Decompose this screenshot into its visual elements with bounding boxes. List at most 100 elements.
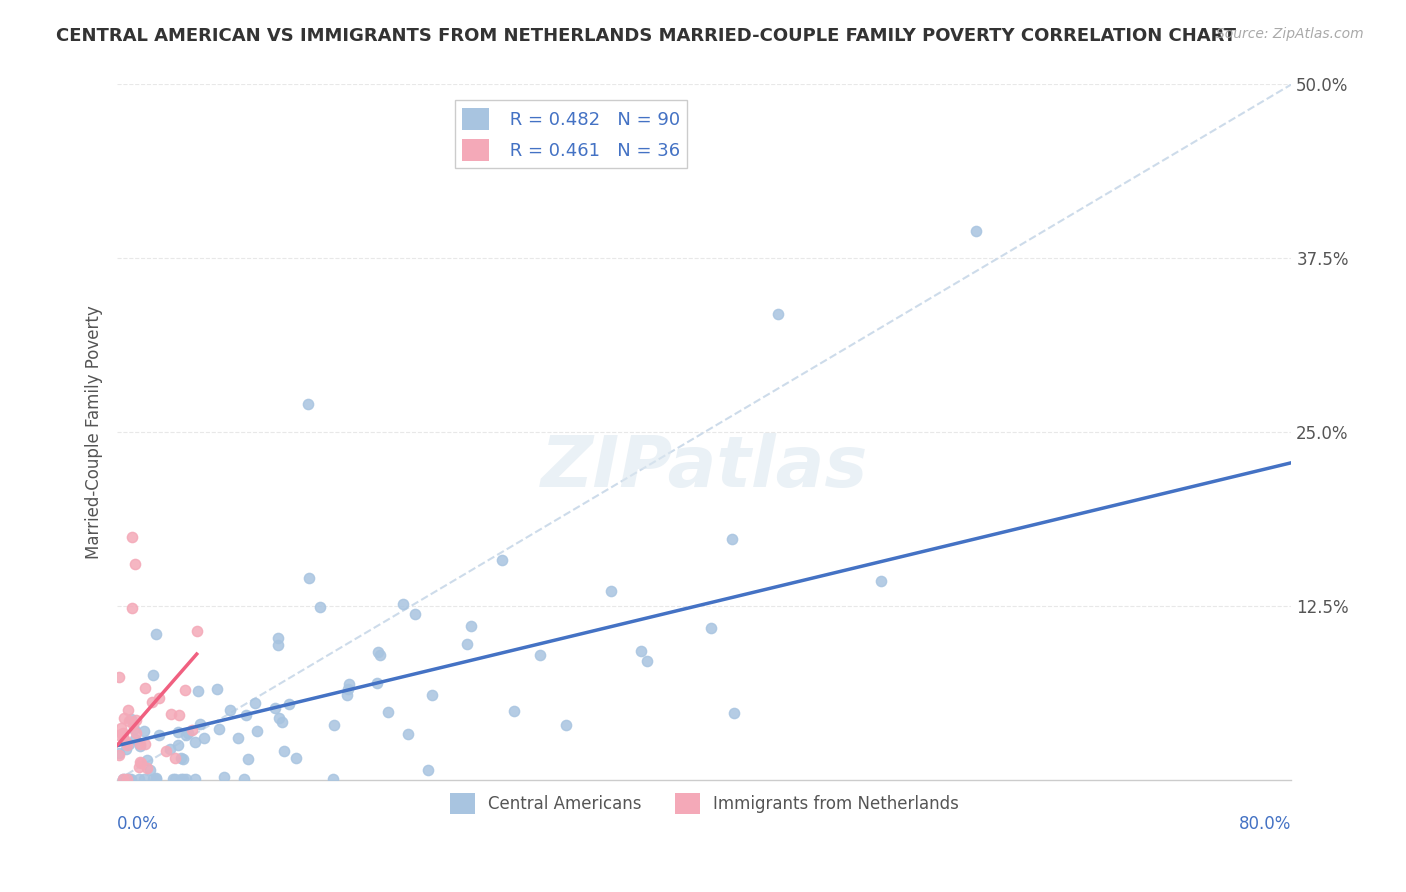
Point	[114, 772, 136, 786]
Point	[284, 751, 307, 765]
Point	[186, 624, 208, 638]
Point	[120, 772, 142, 786]
Point	[124, 731, 146, 746]
Point	[111, 727, 134, 741]
Point	[129, 737, 152, 751]
Point	[170, 751, 193, 765]
Point	[367, 645, 389, 659]
Point	[502, 705, 524, 719]
Point	[117, 738, 139, 752]
Point	[148, 691, 170, 706]
Point	[112, 732, 135, 747]
Point	[145, 771, 167, 785]
Point	[120, 712, 142, 726]
Point	[187, 684, 209, 698]
Point	[114, 742, 136, 756]
Y-axis label: Married-Couple Family Poverty: Married-Couple Family Poverty	[86, 305, 103, 559]
Point	[404, 607, 426, 622]
Point	[965, 223, 987, 237]
Point	[134, 737, 156, 751]
Point	[112, 725, 135, 739]
Point	[110, 721, 132, 735]
Point	[155, 744, 177, 758]
Point	[555, 718, 578, 732]
Point	[336, 688, 359, 702]
Point	[132, 723, 155, 738]
Point	[377, 706, 399, 720]
Point	[208, 723, 231, 737]
Point	[118, 714, 141, 729]
Legend: Central Americans, Immigrants from Netherlands: Central Americans, Immigrants from Nethe…	[443, 787, 966, 821]
Point	[176, 772, 198, 786]
Point	[184, 772, 207, 786]
Point	[172, 772, 194, 786]
Point	[115, 735, 138, 749]
Point	[456, 637, 478, 651]
Point	[177, 726, 200, 740]
Point	[245, 724, 267, 739]
Point	[121, 601, 143, 615]
Text: 0.0%: 0.0%	[117, 814, 159, 833]
Point	[491, 553, 513, 567]
Text: 80.0%: 80.0%	[1239, 814, 1291, 833]
Point	[125, 713, 148, 727]
Text: Source: ZipAtlas.com: Source: ZipAtlas.com	[1216, 27, 1364, 41]
Point	[297, 571, 319, 585]
Point	[766, 307, 789, 321]
Point	[368, 648, 391, 662]
Point	[271, 715, 294, 730]
Point	[266, 639, 288, 653]
Text: ZIPatlas: ZIPatlas	[540, 433, 868, 501]
Point	[124, 558, 146, 572]
Point	[391, 597, 413, 611]
Point	[309, 600, 332, 615]
Point	[118, 737, 141, 751]
Point	[114, 711, 136, 725]
Point	[267, 631, 290, 645]
Point	[121, 530, 143, 544]
Point	[184, 735, 207, 749]
Point	[188, 717, 211, 731]
Point	[169, 708, 191, 723]
Point	[233, 772, 256, 786]
Point	[723, 706, 745, 720]
Point	[166, 724, 188, 739]
Point	[141, 667, 163, 681]
Point	[174, 683, 197, 698]
Point	[165, 751, 187, 765]
Point	[125, 726, 148, 740]
Point	[134, 681, 156, 695]
Point	[600, 584, 623, 599]
Point	[148, 728, 170, 742]
Point	[235, 708, 257, 723]
Point	[396, 726, 419, 740]
Point	[529, 648, 551, 663]
Point	[142, 772, 165, 786]
Point	[721, 533, 744, 547]
Point	[136, 753, 159, 767]
Text: CENTRAL AMERICAN VS IMMIGRANTS FROM NETHERLANDS MARRIED-COUPLE FAMILY POVERTY CO: CENTRAL AMERICAN VS IMMIGRANTS FROM NETH…	[56, 27, 1236, 45]
Point	[226, 731, 249, 746]
Point	[132, 772, 155, 786]
Point	[218, 703, 240, 717]
Point	[323, 718, 346, 732]
Point	[107, 746, 129, 760]
Point	[128, 772, 150, 786]
Point	[108, 747, 131, 762]
Point	[181, 723, 204, 738]
Point	[176, 728, 198, 742]
Point	[238, 752, 260, 766]
Point	[336, 681, 359, 696]
Point	[160, 707, 183, 722]
Point	[416, 763, 439, 777]
Point	[297, 397, 319, 411]
Point	[128, 760, 150, 774]
Point	[145, 772, 167, 786]
Point	[214, 770, 236, 784]
Point	[136, 761, 159, 775]
Point	[121, 716, 143, 731]
Point	[167, 738, 190, 752]
Point	[145, 627, 167, 641]
Point	[366, 675, 388, 690]
Point	[111, 772, 134, 786]
